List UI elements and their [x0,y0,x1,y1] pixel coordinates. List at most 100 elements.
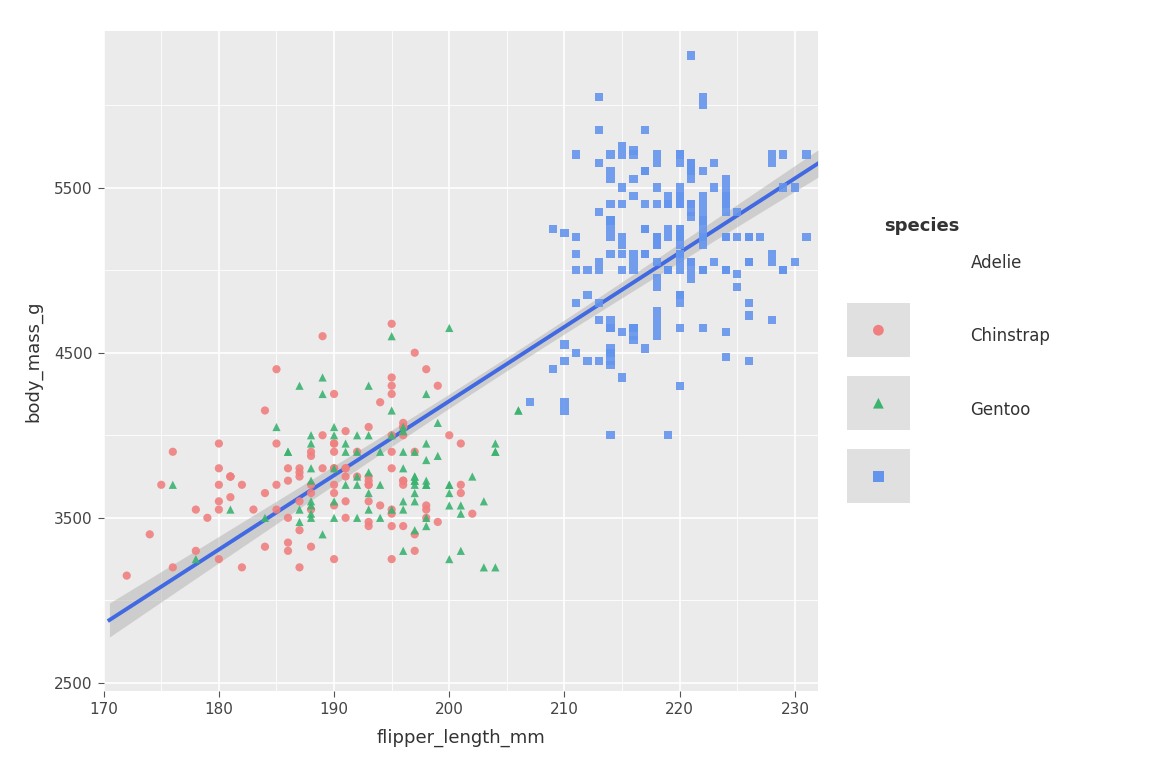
Chinstrap [302,438,320,450]
Gentoo [694,99,712,111]
Gentoo [601,214,620,227]
Adelie [267,478,286,491]
Gentoo [717,264,735,276]
Gentoo [717,190,735,202]
Adelie [233,561,251,574]
Chinstrap [406,478,424,491]
Chinstrap [406,445,424,458]
Gentoo [567,297,585,310]
Text: Gentoo: Gentoo [970,401,1031,419]
Gentoo [613,231,631,243]
Chinstrap [336,438,355,450]
Gentoo [717,326,735,338]
Text: Chinstrap: Chinstrap [970,327,1051,346]
Gentoo [659,190,677,202]
Gentoo [682,256,700,268]
Adelie [325,478,343,491]
Gentoo [694,240,712,252]
Gentoo [624,247,643,260]
Gentoo [659,264,677,276]
Gentoo [647,305,666,318]
Chinstrap [267,421,286,433]
Adelie [302,487,320,499]
Gentoo [797,148,816,161]
Chinstrap [486,445,505,458]
Adelie [382,504,401,516]
Gentoo [636,223,654,235]
Gentoo [670,289,689,301]
Gentoo [636,198,654,210]
Chinstrap [429,450,447,462]
Gentoo [682,174,700,186]
Gentoo [843,140,862,152]
Gentoo [544,363,562,376]
Gentoo [694,264,712,276]
Chinstrap [417,438,435,450]
Chinstrap [394,462,412,475]
Gentoo [521,396,539,409]
Adelie [336,425,355,437]
Chinstrap [440,478,458,491]
Gentoo [567,247,585,260]
Chinstrap [371,445,389,458]
Adelie [302,478,320,491]
Gentoo [647,198,666,210]
Gentoo [705,157,723,169]
Gentoo [682,198,700,210]
Adelie [394,520,412,532]
Gentoo [670,181,689,194]
Adelie [187,504,205,516]
Gentoo [740,256,758,268]
Chinstrap [348,470,366,483]
Gentoo [578,264,597,276]
Gentoo [601,214,620,227]
Gentoo [763,247,781,260]
Gentoo [797,231,816,243]
Adelie [302,541,320,553]
Adelie [394,475,412,487]
Adelie [336,462,355,475]
Chinstrap [302,508,320,520]
Gentoo [590,264,608,276]
Adelie [325,388,343,400]
Gentoo [601,429,620,442]
Gentoo [694,322,712,334]
Gentoo [601,322,620,334]
Adelie [164,445,182,458]
Adelie [290,462,309,475]
Gentoo [682,49,700,61]
Gentoo [647,181,666,194]
Gentoo [670,157,689,169]
Adelie [210,504,228,516]
Gentoo [601,247,620,260]
Gentoo [763,148,781,161]
Adelie [290,470,309,483]
Adelie [359,516,378,528]
Chinstrap [382,330,401,343]
Gentoo [647,231,666,243]
Gentoo [694,214,712,227]
Gentoo [694,264,712,276]
Adelie [221,470,240,483]
Adelie [382,445,401,458]
Chinstrap [290,504,309,516]
Adelie [325,438,343,450]
Gentoo [717,174,735,186]
Gentoo [763,157,781,169]
Adelie [325,445,343,458]
Gentoo [694,190,712,202]
Chinstrap [394,495,412,508]
Gentoo [647,240,666,252]
Gentoo [636,247,654,260]
Chinstrap [348,445,366,458]
Adelie [406,346,424,359]
Adelie [244,504,263,516]
Chinstrap [359,379,378,392]
Gentoo [601,148,620,161]
Gentoo [590,157,608,169]
Adelie [371,396,389,409]
Chinstrap [359,466,378,478]
Gentoo [601,231,620,243]
Gentoo [694,231,712,243]
Gentoo [624,330,643,343]
